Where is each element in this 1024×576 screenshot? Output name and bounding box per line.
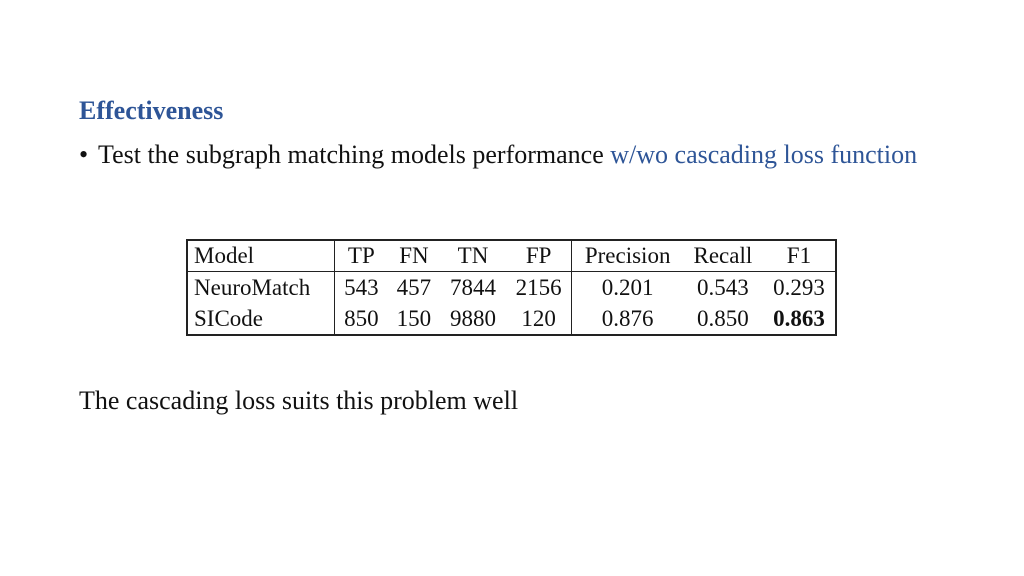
cell-recall: 0.543 [697,274,749,300]
table-row: NeuroMatch 543 457 7844 2156 0.201 0.543… [188,271,835,303]
cell-tn: 7844 [450,274,496,300]
cell-precision: 0.201 [601,274,654,300]
slide-heading: Effectiveness [79,96,224,125]
cell-fp: 2156 [505,271,573,303]
conclusion-text: The cascading loss suits this problem we… [79,386,519,415]
cell-f1-best: 0.863 [773,305,825,331]
bullet-text-highlight: w/wo cascading loss function [610,140,918,169]
cell-tn: 9880 [450,305,496,331]
header-tp: TP [334,241,388,272]
cell-precision: 0.876 [601,305,654,331]
header-f1: F1 [762,241,835,272]
bullet-text-plain: Test the subgraph matching models perfor… [98,140,611,169]
cell-fp: 120 [505,303,573,334]
results-table: Model TP FN TN FP Precision Recall F1 Ne… [186,239,837,336]
bullet-symbol: • [79,140,89,169]
cell-tp: 850 [344,305,379,331]
cell-model: NeuroMatch [188,271,335,303]
header-recall: Recall [682,241,763,272]
table-header-row: Model TP FN TN FP Precision Recall F1 [188,241,835,272]
cell-recall: 0.850 [697,305,749,331]
cell-f1: 0.293 [773,274,825,300]
header-fp: FP [505,241,573,272]
bullet-item: • Test the subgraph matching models perf… [79,139,959,171]
table-row: SICode 850 150 9880 120 0.876 0.850 0.86… [188,303,835,334]
header-tn: TN [440,241,506,272]
cell-model: SICode [188,303,335,334]
bullet-text: Test the subgraph matching models perfor… [98,139,959,171]
header-model: Model [188,241,335,272]
cell-tp: 543 [344,274,379,300]
header-fn: FN [387,241,441,272]
header-precision: Precision [571,241,683,272]
cell-fn: 150 [396,305,432,331]
cell-fn: 457 [396,274,432,300]
